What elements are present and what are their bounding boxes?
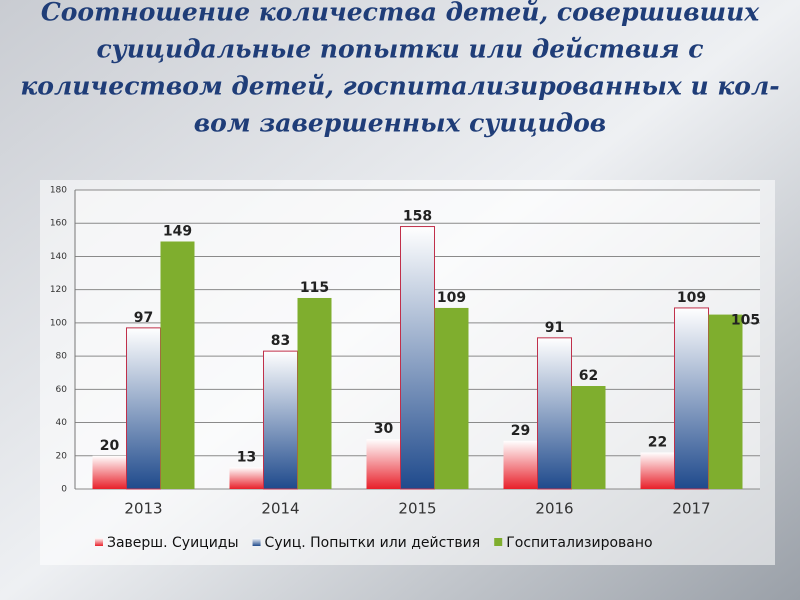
- x-tick-label: 2015: [398, 500, 436, 518]
- value-label: 149: [163, 223, 192, 239]
- bar: [571, 386, 606, 489]
- value-label: 62: [579, 368, 598, 384]
- legend-swatch: [95, 538, 103, 546]
- bar: [263, 350, 298, 490]
- value-label: 22: [648, 434, 667, 450]
- y-tick-label: 120: [50, 285, 67, 295]
- value-label: 83: [271, 333, 290, 349]
- bar: [708, 314, 743, 489]
- y-tick-label: 180: [50, 186, 67, 196]
- value-label: 109: [437, 290, 466, 306]
- value-label: 105: [731, 313, 760, 329]
- y-tick-label: 40: [56, 418, 68, 428]
- bar: [92, 455, 127, 489]
- legend-swatch: [494, 538, 503, 546]
- x-tick-label: 2013: [124, 500, 162, 518]
- x-tick-label: 2016: [535, 500, 573, 518]
- value-label: 91: [545, 320, 564, 336]
- value-label: 29: [511, 423, 530, 439]
- bar: [640, 452, 675, 489]
- legend-swatch: [252, 538, 261, 546]
- legend-label: Заверш. Суициды: [107, 535, 239, 551]
- legend-label: Госпитализировано: [506, 535, 652, 551]
- bar: [674, 307, 709, 490]
- y-tick-label: 20: [56, 451, 68, 461]
- bar: [400, 226, 435, 490]
- value-label: 97: [134, 310, 153, 326]
- x-tick-label: 2014: [261, 500, 299, 518]
- value-label: 20: [100, 438, 120, 454]
- bar: [160, 241, 195, 489]
- x-tick-label: 2017: [672, 500, 710, 518]
- value-label: 158: [403, 209, 432, 225]
- title-line: суицидальные попытки или действия с: [97, 35, 704, 64]
- title-line: Соотношение количества детей, совершивши…: [41, 0, 760, 27]
- bar: [126, 327, 161, 490]
- value-label: 115: [300, 280, 329, 296]
- y-tick-label: 60: [56, 385, 68, 395]
- y-tick-label: 80: [56, 352, 68, 362]
- title-line: вом завершенных суицидов: [194, 109, 606, 138]
- value-label: 109: [677, 290, 706, 306]
- bar: [434, 307, 469, 489]
- value-label: 30: [374, 421, 394, 437]
- y-tick-label: 140: [50, 252, 67, 262]
- bar: [537, 337, 572, 490]
- legend-label: Суиц. Попытки или действия: [265, 535, 481, 551]
- title-line: количеством детей, госпитализированных и…: [20, 72, 779, 101]
- bar: [297, 297, 332, 489]
- chart-title: Соотношение количества детей, совершивши…: [20, 0, 779, 138]
- bar: [366, 439, 401, 489]
- bar: [229, 467, 264, 489]
- y-tick-label: 0: [61, 485, 67, 495]
- y-tick-label: 160: [50, 219, 67, 229]
- bar: [503, 440, 538, 489]
- value-label: 13: [237, 449, 256, 465]
- y-tick-label: 100: [50, 318, 67, 328]
